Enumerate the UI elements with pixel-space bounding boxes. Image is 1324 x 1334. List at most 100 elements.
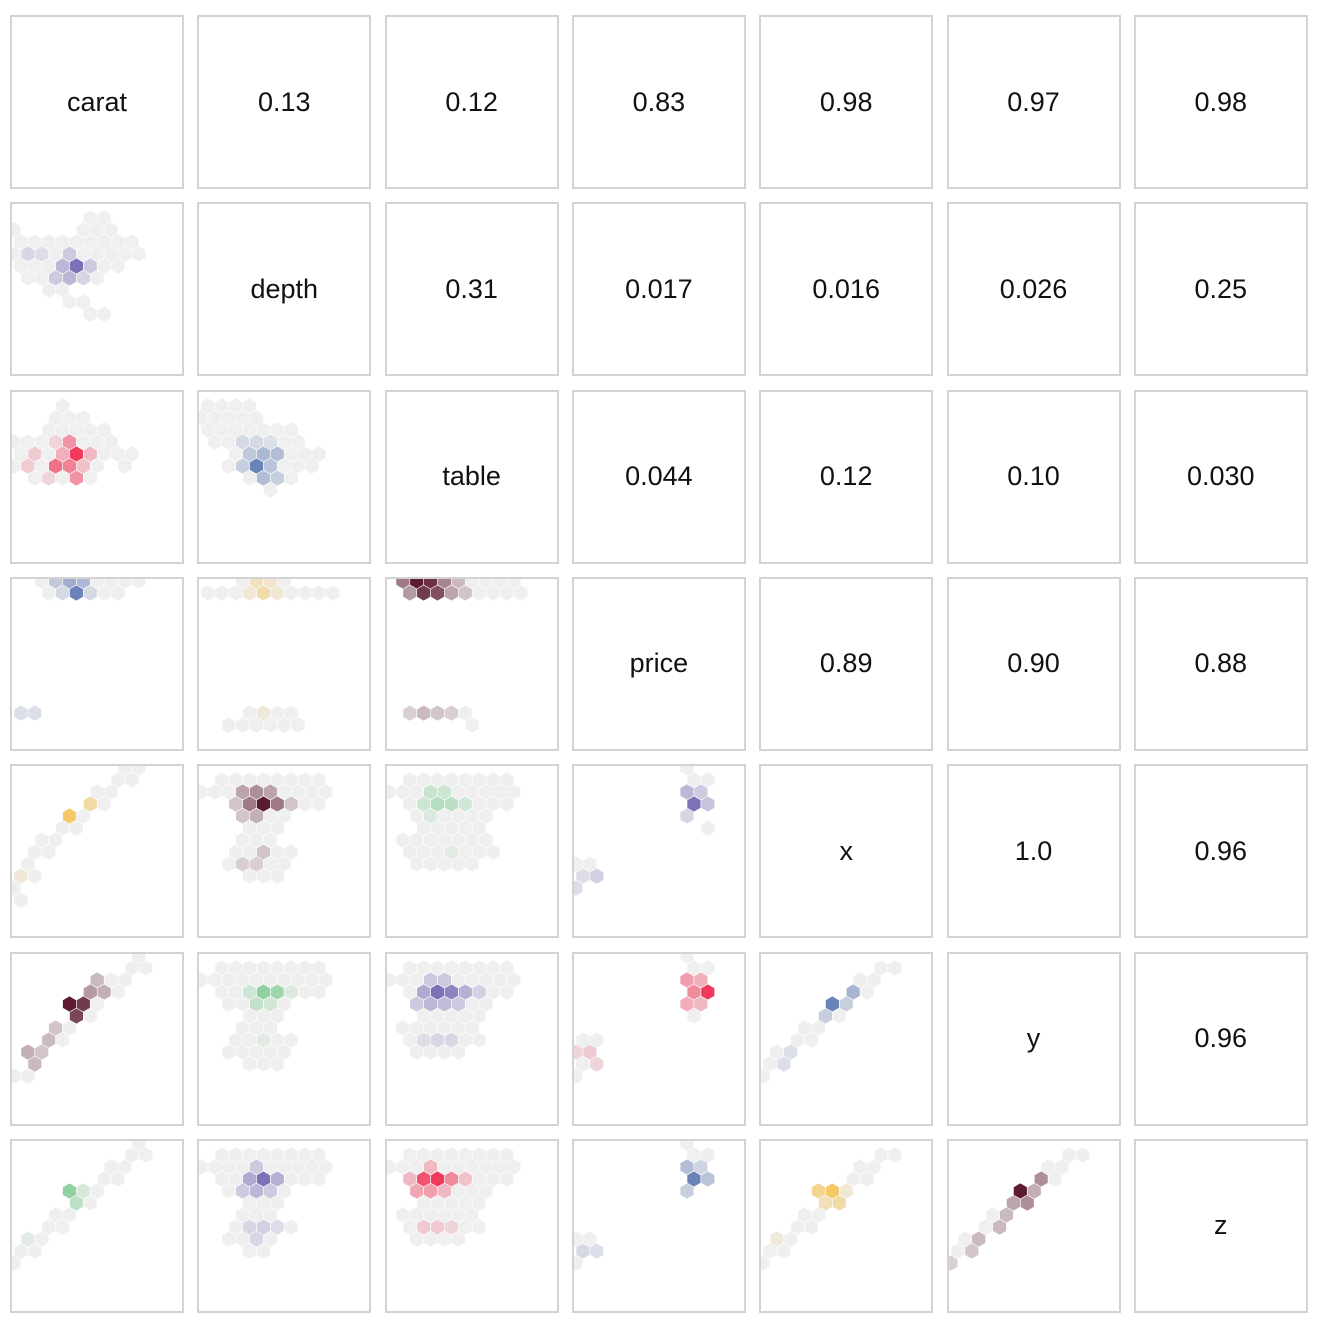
- hexbin: [48, 433, 63, 450]
- diagonal-label-cell-carat: carat: [10, 15, 184, 189]
- hexbin: [687, 772, 701, 788]
- hexbin: [437, 808, 451, 824]
- diagonal-label-cell-x: x: [759, 764, 934, 939]
- hexbin-cell-z-vs-carat: [10, 1138, 184, 1313]
- hexbin: [694, 1159, 708, 1175]
- hexbin: [229, 1219, 243, 1235]
- hexbin: [860, 983, 874, 1000]
- hexbin: [229, 844, 243, 860]
- hexbin: [229, 585, 243, 601]
- hexbin: [264, 1043, 278, 1060]
- hexbin: [14, 705, 28, 721]
- hexbin: [277, 1159, 292, 1175]
- hexbin: [312, 585, 326, 601]
- hexbin: [416, 1219, 430, 1235]
- hexbin: [479, 971, 493, 988]
- hexbin: [215, 1147, 229, 1163]
- hexbin: [55, 258, 70, 274]
- hexbin: [458, 585, 472, 601]
- hexbin: [451, 995, 465, 1012]
- hexbin: [701, 1171, 715, 1187]
- correlation-value: 0.83: [632, 86, 686, 117]
- hexbin: [687, 1147, 701, 1163]
- hexbin: [229, 1147, 243, 1163]
- hexbin: [132, 953, 146, 964]
- hexbin: [55, 397, 70, 414]
- hexbin: [409, 1231, 423, 1247]
- hexbin-plot: [573, 766, 715, 896]
- hexbin-plot: [12, 766, 146, 908]
- hexbin: [257, 470, 271, 486]
- hexbin: [118, 971, 132, 988]
- correlation-cell-depth-y: 0.026: [946, 202, 1121, 377]
- hexbin: [486, 983, 500, 1000]
- hexbin: [312, 796, 326, 812]
- hexbin: [423, 784, 437, 800]
- hexbin: [763, 1055, 777, 1072]
- hexbin: [35, 246, 49, 262]
- hexbin: [284, 421, 299, 438]
- hexbin: [90, 246, 104, 262]
- hexbin: [132, 1140, 146, 1151]
- hexbin: [298, 959, 312, 976]
- hexbin: [395, 578, 410, 589]
- hexbin: [55, 470, 70, 486]
- hexbin: [444, 1147, 458, 1163]
- hexbin: [35, 1043, 49, 1060]
- hexbin: [444, 1195, 458, 1211]
- hexbin: [437, 856, 451, 872]
- hexbin: [458, 772, 472, 788]
- hexbin: [458, 1171, 472, 1187]
- hexbin: [832, 1195, 847, 1211]
- hexbin: [430, 1007, 444, 1024]
- hexbin-cell-table-vs-depth: [197, 389, 372, 564]
- hexbin: [236, 1019, 250, 1036]
- hexbin-cell-depth-vs-carat: [10, 202, 184, 377]
- hexbin: [284, 1147, 299, 1163]
- hexbin: [423, 832, 437, 848]
- hexbin: [12, 433, 21, 450]
- hexbin: [465, 717, 479, 733]
- correlation-value: 0.13: [258, 86, 311, 117]
- correlation-value: 0.89: [819, 648, 873, 679]
- hexbin: [326, 585, 340, 601]
- hexbin: [957, 1231, 971, 1247]
- hexbin: [319, 971, 333, 988]
- hexbin: [437, 1183, 451, 1199]
- hexbin: [458, 844, 472, 860]
- hexbin: [42, 1219, 56, 1235]
- hexbin: [395, 1207, 410, 1223]
- hexbin: [250, 832, 264, 848]
- hexbin: [465, 1183, 479, 1199]
- hexbin: [215, 421, 229, 438]
- hexbin: [277, 808, 292, 824]
- hexbin: [291, 717, 305, 733]
- hexbin: [111, 258, 125, 274]
- hexbin: [222, 409, 236, 426]
- hexbin: [243, 1243, 257, 1259]
- hexbin: [250, 578, 264, 589]
- hexbin: [222, 1159, 236, 1175]
- hexbin: [451, 1231, 465, 1247]
- hexbin: [243, 1195, 257, 1211]
- hexbin: [465, 995, 479, 1012]
- hexbin: [139, 959, 153, 976]
- hexbin: [250, 1019, 264, 1036]
- hexbin: [250, 458, 264, 474]
- hexbin: [83, 446, 97, 462]
- hexbin: [236, 433, 250, 450]
- hexbin: [573, 1231, 583, 1247]
- hexbin: [506, 578, 521, 589]
- hexbin: [111, 585, 125, 601]
- hexbin: [48, 270, 63, 286]
- variable-label: price: [629, 648, 689, 679]
- hexbin: [90, 458, 104, 474]
- diagonal-label-cell-price: price: [571, 576, 746, 751]
- hexbin: [680, 953, 694, 964]
- hexbin: [277, 458, 292, 474]
- hexbin: [784, 1231, 798, 1247]
- hexbin: [402, 844, 416, 860]
- hexbin: [479, 832, 493, 848]
- hexbin: [284, 844, 299, 860]
- hexbin: [55, 234, 70, 250]
